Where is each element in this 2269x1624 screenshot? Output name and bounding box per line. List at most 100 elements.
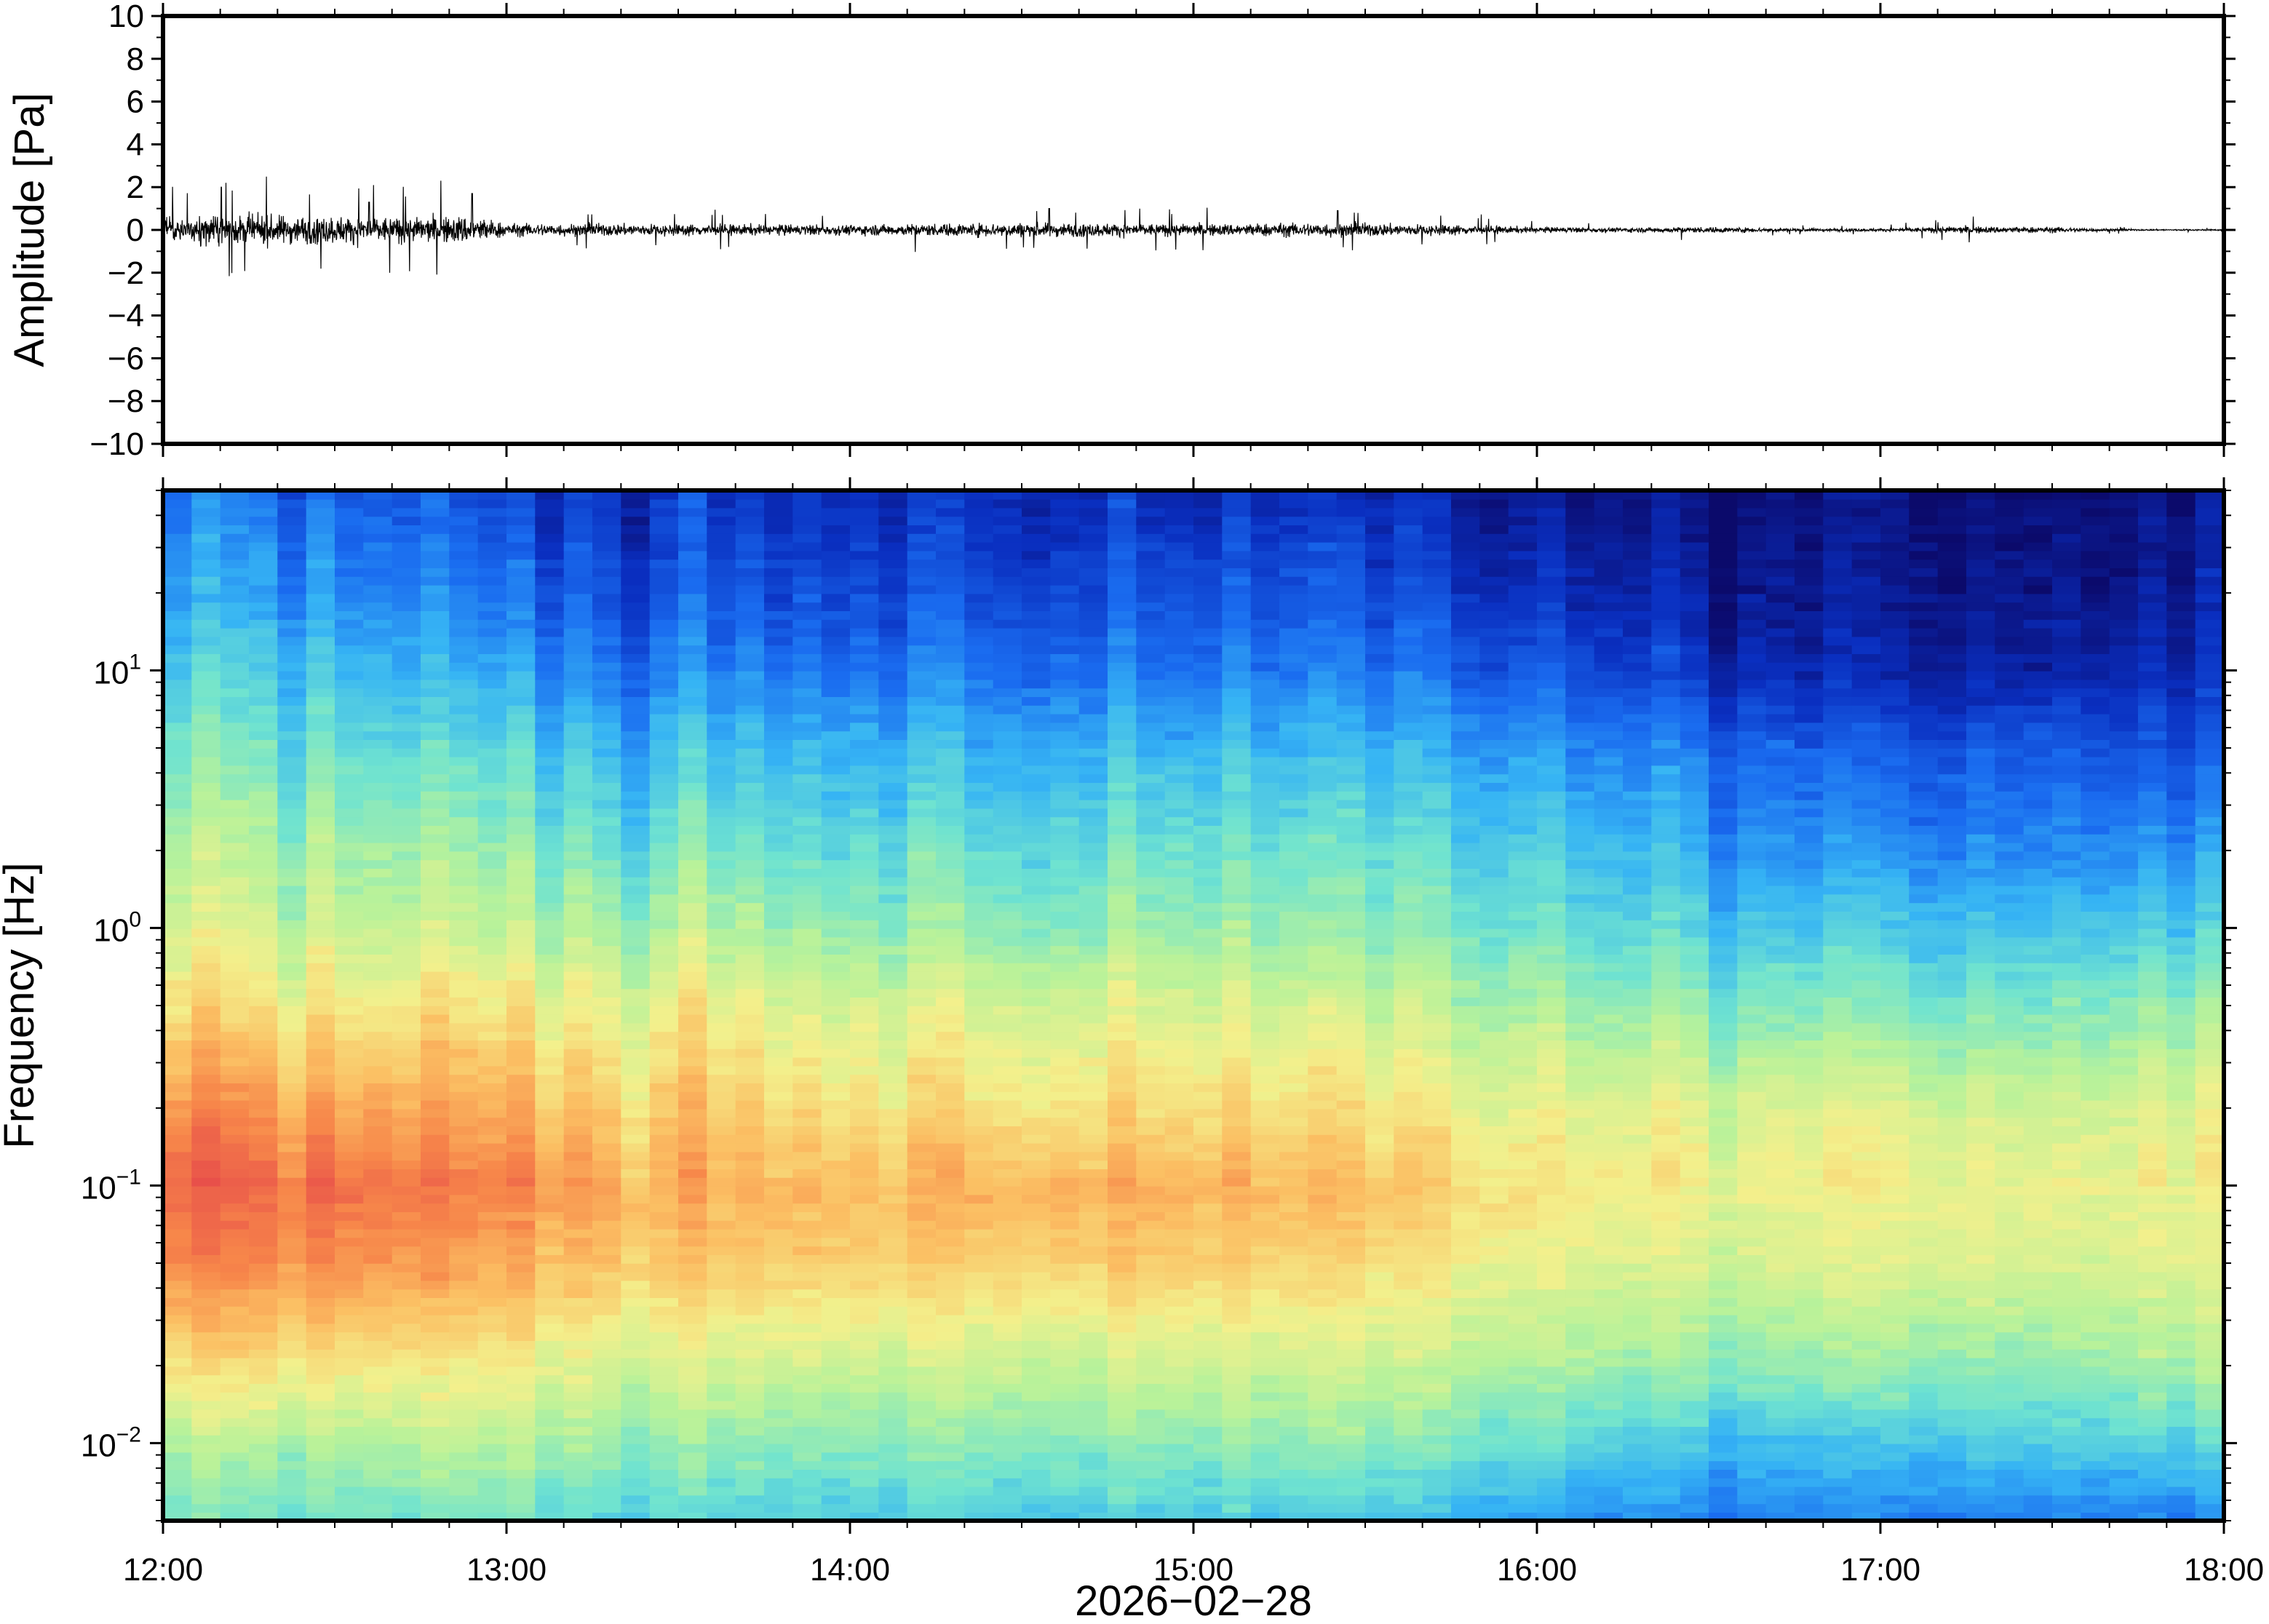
spectrogram-cell xyxy=(421,893,450,904)
spectrogram-cell xyxy=(1279,1074,1309,1083)
spectrogram-cell xyxy=(191,1400,221,1410)
spectrogram-cell xyxy=(477,1357,507,1367)
spectrogram-cell xyxy=(878,928,908,938)
spectrogram-cell xyxy=(1250,936,1280,947)
spectrogram-cell xyxy=(449,627,479,637)
spectrogram-cell xyxy=(1050,662,1080,672)
spectrogram-cell xyxy=(678,1211,708,1221)
spectrogram-cell xyxy=(220,619,250,629)
spectrogram-cell xyxy=(649,936,679,947)
spectrogram-cell xyxy=(1193,997,1223,1006)
spectrogram-cell xyxy=(1308,1271,1338,1281)
spectrogram-cell xyxy=(392,568,421,577)
spectrogram-cell xyxy=(649,1306,679,1315)
spectrogram-cell xyxy=(678,1074,708,1083)
spectrogram-cell xyxy=(1108,1271,1137,1281)
spectrogram-cell xyxy=(964,662,994,672)
spectrogram-cell xyxy=(621,1400,651,1410)
spectrogram-cell xyxy=(1136,1194,1166,1204)
spectrogram-cell xyxy=(392,928,421,938)
spectrogram-cell xyxy=(735,885,765,895)
spectrogram-cell xyxy=(449,593,479,603)
spectrogram-cell xyxy=(878,584,908,594)
spectrogram-cell xyxy=(1250,653,1280,663)
spectrogram-cell xyxy=(735,541,765,552)
spectrogram-cell xyxy=(878,498,908,509)
spectrogram-cell xyxy=(1108,1478,1137,1487)
spectrogram-cell xyxy=(735,516,765,525)
spectrogram-cell xyxy=(535,1126,565,1135)
spectrogram-cell xyxy=(649,559,679,568)
spectrogram-cell xyxy=(678,688,708,697)
spectrogram-cell xyxy=(821,619,851,629)
spectrogram-cell xyxy=(421,507,450,517)
spectrogram-cell xyxy=(907,1220,937,1230)
spectrogram-cell xyxy=(592,1323,622,1333)
spectrogram-cell xyxy=(392,1357,421,1367)
spectrogram-cell xyxy=(1164,773,1194,783)
spectrogram-cell xyxy=(993,610,1022,620)
spectrogram-cell xyxy=(277,825,307,835)
spectrogram-cell xyxy=(764,773,794,783)
spectrogram-cell xyxy=(735,1246,765,1255)
spectrogram-cell xyxy=(1250,1478,1280,1487)
spectrogram-cell xyxy=(735,1228,765,1238)
spectrogram-cell xyxy=(907,893,937,904)
spectrogram-cell xyxy=(421,645,450,654)
spectrogram-cell xyxy=(563,1263,593,1273)
spectrogram-cell xyxy=(592,1211,622,1221)
spectrogram-cell xyxy=(449,1271,479,1281)
spectrogram-cell xyxy=(850,507,880,517)
spectrogram-cell xyxy=(392,593,421,603)
spectrogram-cell xyxy=(335,1048,365,1058)
spectrogram-cell xyxy=(764,1254,794,1264)
spectrogram-cell xyxy=(850,1237,880,1247)
spectrogram-cell xyxy=(878,825,908,835)
spectrogram-cell xyxy=(735,679,765,689)
spectrogram-cell xyxy=(678,636,708,646)
spectrogram-cell xyxy=(1222,533,1252,543)
spectrogram-cell xyxy=(1022,696,1052,706)
spectrogram-cell xyxy=(421,593,450,603)
spectrogram-cell xyxy=(249,945,279,955)
spectrogram-cell xyxy=(335,1314,365,1324)
spectrogram-cell xyxy=(649,1383,679,1393)
spectrogram-cell xyxy=(764,670,794,680)
spectrogram-cell xyxy=(993,1117,1022,1126)
spectrogram-cell xyxy=(506,1169,536,1178)
spectrogram-cell xyxy=(792,902,822,912)
spectrogram-cell xyxy=(792,490,822,500)
spectrogram-cell xyxy=(277,859,307,869)
spectrogram-cell xyxy=(1078,1108,1108,1118)
spectrogram-cell xyxy=(1136,1263,1166,1273)
spectrogram-cell xyxy=(1136,1460,1166,1470)
spectrogram-cell xyxy=(1108,1392,1137,1401)
spectrogram-cell xyxy=(936,1383,966,1393)
spectrogram-cell xyxy=(1108,1194,1137,1204)
spectrogram-cell xyxy=(1136,954,1166,963)
spectrogram-cell xyxy=(163,1435,193,1444)
spectrogram-cell xyxy=(506,765,536,775)
spectrogram-cell xyxy=(649,1486,679,1496)
spectrogram-cell xyxy=(563,1031,593,1040)
spectrogram-cell xyxy=(1078,971,1108,981)
spectrogram-cell xyxy=(964,1126,994,1135)
spectrogram-cell xyxy=(649,1374,679,1384)
spectrogram-cell xyxy=(1164,954,1194,963)
spectrogram-cell xyxy=(1164,1160,1194,1169)
spectrogram-cell xyxy=(1022,593,1052,603)
spectrogram-cell xyxy=(535,1083,565,1092)
spectrogram-cell xyxy=(392,1099,421,1110)
spectrogram-cell xyxy=(1193,808,1223,818)
spectrogram-cell xyxy=(163,1006,193,1015)
spectrogram-cell xyxy=(707,1126,736,1135)
spectrogram-cell xyxy=(1279,1056,1309,1067)
spectrogram-cell xyxy=(535,748,565,757)
spectrogram-cell xyxy=(1250,1314,1280,1324)
spectrogram-cell xyxy=(363,1306,393,1315)
spectrogram-cell xyxy=(449,773,479,783)
spectrogram-cell xyxy=(907,1228,937,1238)
spectrogram-cell xyxy=(1078,1151,1108,1161)
spectrogram-cell xyxy=(1308,1323,1338,1333)
spectrogram-cell xyxy=(850,1169,880,1178)
